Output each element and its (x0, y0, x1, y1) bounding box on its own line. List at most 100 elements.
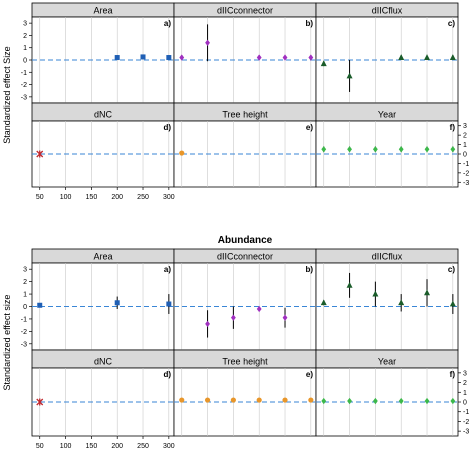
y-tick-label: -3 (21, 341, 27, 348)
x-tick-label: 50 (36, 443, 44, 450)
panel-frame (31, 120, 175, 188)
panel-letter: e) (306, 123, 313, 132)
panel-letter: b) (305, 19, 313, 28)
data-point (166, 301, 172, 307)
x-tick-label: 300 (163, 443, 175, 450)
y-tick-label: 0 (23, 58, 27, 65)
data-point (321, 397, 327, 405)
data-point (450, 146, 456, 153)
panel-diicconnector: dIICconnector b) (173, 248, 317, 351)
y-tick-label: -2 (463, 170, 469, 177)
data-point (320, 299, 327, 306)
data-point (346, 281, 353, 288)
y-tick-label: 3 (23, 267, 27, 274)
data-point (424, 397, 430, 405)
panel-title: Area (93, 6, 112, 16)
data-point (346, 72, 353, 79)
panel-frame (173, 262, 317, 351)
data-point (372, 397, 378, 405)
x-tick-label: 50 (36, 194, 44, 201)
panel-diicconnector: dIICconnector b) (173, 2, 317, 104)
data-point (204, 397, 211, 403)
data-point (450, 397, 456, 405)
data-point (230, 397, 236, 403)
panel-frame (173, 120, 317, 188)
y-tick-label: -1 (21, 70, 27, 77)
panel-tree-height: Tree height e) (173, 349, 317, 437)
panel-year: Year f) -3 -2 -1 0 1 2 3 (315, 102, 469, 188)
panel-letter: d) (163, 370, 171, 379)
x-tick-label: 200 (111, 443, 123, 450)
data-point (372, 290, 379, 297)
panel-area: Area a) -3 -2 -1 0 1 2 3 (21, 2, 175, 104)
x-tick-label: 300 (163, 194, 175, 201)
panel-frame (315, 262, 459, 351)
y-tick-label: -2 (21, 82, 27, 89)
panel-frame (315, 120, 459, 188)
data-point (230, 314, 236, 321)
data-point (114, 55, 120, 61)
data-point (282, 314, 288, 321)
data-point (36, 398, 44, 406)
y-axis-title: Standardized effect size (2, 295, 12, 391)
data-point (449, 54, 456, 60)
panel-dnc: dNC d) 50 100 150 200 250 300 (31, 349, 175, 450)
data-point (179, 397, 185, 403)
panel-title: dIICflux (372, 6, 403, 16)
panel-title: dIICflux (372, 252, 403, 262)
data-point (424, 289, 431, 296)
panel-frame (315, 16, 459, 104)
data-point (424, 54, 431, 60)
data-point (347, 146, 352, 153)
y-tick-label: 1 (23, 292, 27, 299)
panel-frame (31, 262, 175, 351)
y-axis-title: Standardized effect Size (2, 46, 12, 143)
panel-frame (31, 16, 175, 104)
data-point (308, 54, 314, 61)
x-tick-label: 100 (60, 443, 72, 450)
y-tick-label: -1 (463, 409, 469, 416)
data-point (256, 54, 262, 61)
panel-letter: a) (164, 19, 171, 28)
panel-letter: b) (305, 265, 313, 274)
panel-tree-height: Tree height e) (173, 102, 317, 188)
data-point (320, 60, 327, 67)
panel-letter: c) (448, 19, 455, 28)
y-tick-label: 2 (463, 380, 467, 387)
data-point (308, 397, 314, 403)
chart-block-1: Area a) -3 -2 -1 0 1 2 3 dIICconnector b) dIICflux c… (2, 2, 469, 201)
panel-letter: a) (164, 265, 171, 274)
y-tick-label: -3 (463, 429, 469, 436)
data-point (114, 300, 120, 306)
panel-letter: f) (450, 370, 456, 379)
chart-block-2: Area a) -3 -2 -1 0 1 2 3 dIICconnector b) dIICflux c… (2, 235, 469, 450)
data-point (449, 300, 456, 307)
data-point (282, 397, 288, 403)
y-tick-label: 1 (23, 45, 27, 52)
y-tick-label: 2 (23, 279, 27, 286)
panel-area: Area a) -3 -2 -1 0 1 2 3 (21, 248, 175, 351)
x-tick-label: 250 (137, 194, 149, 201)
data-point (282, 54, 288, 61)
panel-frame (173, 367, 317, 437)
data-point (424, 146, 430, 153)
y-tick-label: 2 (23, 33, 27, 40)
y-tick-label: 3 (463, 370, 467, 377)
x-tick-label: 150 (86, 443, 98, 450)
y-tick-label: 0 (463, 400, 467, 407)
y-tick-label: 1 (463, 390, 467, 397)
data-point (398, 299, 405, 306)
panel-letter: d) (163, 123, 171, 132)
panel-title: dNC (94, 110, 113, 120)
panel-frame (315, 367, 459, 437)
data-point (166, 55, 172, 61)
y-tick-label: 1 (463, 142, 467, 149)
x-tick-label: 200 (111, 194, 123, 201)
data-point (179, 54, 185, 61)
panel-title: dIICconnector (217, 252, 273, 262)
y-tick-label: -1 (21, 316, 27, 323)
panel-title: Tree height (222, 110, 268, 120)
y-tick-label: 3 (23, 21, 27, 28)
y-tick-label: 2 (463, 133, 467, 140)
panel-dnc: dNC d) 50 100 150 200 250 300 (31, 102, 175, 201)
